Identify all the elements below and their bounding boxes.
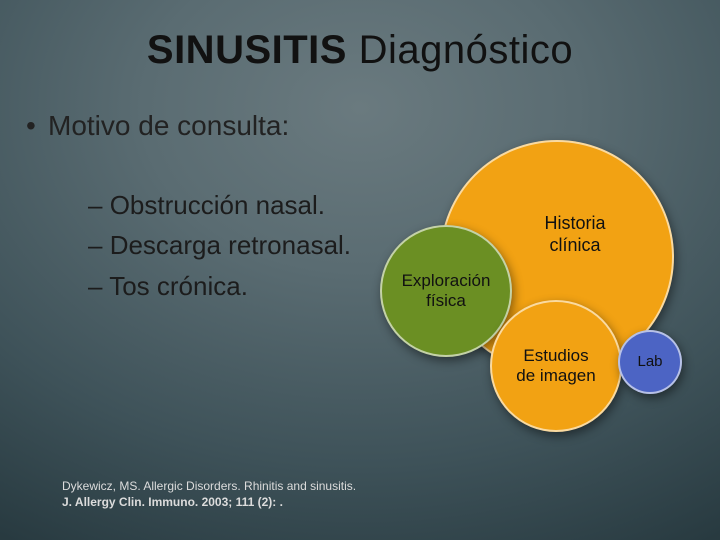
main-bullet: Motivo de consulta: [48, 110, 289, 142]
reference-line: Dykewicz, MS. Allergic Disorders. Rhinit… [62, 478, 356, 494]
sub-bullet: Tos crónica. [88, 266, 351, 306]
sub-bullet: Descarga retronasal. [88, 225, 351, 265]
circle-exploracion-fisica: Exploraciónfísica [380, 225, 512, 357]
sub-bullet-list: Obstrucción nasal. Descarga retronasal. … [88, 185, 351, 306]
title-bold: SINUSITIS [147, 28, 347, 72]
circle-lab: Lab [618, 330, 682, 394]
circle-estudios-imagen: Estudiosde imagen [490, 300, 622, 432]
slide-root: SINUSITIS Diagnóstico Motivo de consulta… [0, 0, 720, 540]
circle-label: Lab [637, 353, 662, 371]
circle-label: Estudiosde imagen [516, 346, 595, 387]
reference-line: J. Allergy Clin. Immuno. 2003; 111 (2): … [62, 494, 356, 510]
circle-label: Historiaclínica [544, 213, 605, 256]
slide-title: SINUSITIS Diagnóstico [0, 28, 720, 73]
title-regular: Diagnóstico [347, 28, 573, 72]
circle-label: Exploraciónfísica [402, 271, 491, 312]
sub-bullet: Obstrucción nasal. [88, 185, 351, 225]
reference-citation: Dykewicz, MS. Allergic Disorders. Rhinit… [62, 478, 356, 510]
